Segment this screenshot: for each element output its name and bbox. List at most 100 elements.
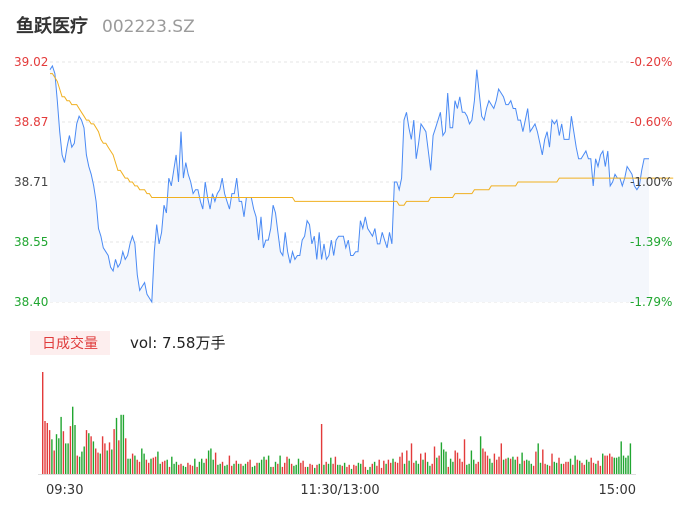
volume-bar bbox=[166, 459, 168, 474]
volume-bar bbox=[604, 455, 606, 474]
volume-bar bbox=[537, 443, 539, 474]
volume-bar bbox=[523, 460, 526, 474]
volume-bar bbox=[159, 463, 161, 474]
volume-bar bbox=[422, 459, 424, 474]
percent-tick-right: -0.60% bbox=[630, 115, 672, 129]
volume-bar bbox=[122, 414, 125, 474]
volume-bar bbox=[182, 465, 185, 474]
volume-bar bbox=[120, 414, 122, 474]
volume-bar bbox=[297, 458, 300, 474]
volume-bar bbox=[286, 456, 288, 474]
volume-bar bbox=[44, 421, 46, 474]
daily-volume-badge[interactable]: 日成交量 bbox=[30, 331, 110, 355]
volume-bar bbox=[546, 464, 549, 474]
volume-bar bbox=[164, 460, 166, 474]
volume-bar bbox=[385, 463, 387, 474]
volume-bar bbox=[309, 463, 311, 474]
percent-tick-right: -1.39% bbox=[630, 235, 672, 249]
volume-bar bbox=[436, 457, 438, 474]
volume-bar bbox=[433, 446, 436, 474]
volume-bar bbox=[95, 448, 97, 474]
stock-code: 002223.SZ bbox=[102, 17, 195, 37]
volume-bar bbox=[443, 449, 445, 474]
volume-bar bbox=[212, 459, 214, 474]
volume-bar bbox=[175, 461, 178, 474]
price-tick-left: 38.71 bbox=[14, 175, 48, 189]
volume-bar bbox=[42, 372, 44, 474]
volume-bar bbox=[173, 463, 175, 474]
volume-bar bbox=[394, 461, 397, 474]
volume-bar bbox=[131, 453, 134, 474]
volume-bar bbox=[92, 441, 95, 474]
volume-bar bbox=[304, 466, 307, 474]
volume-bar bbox=[408, 460, 410, 474]
volume-bar bbox=[530, 463, 533, 474]
volume-bar bbox=[256, 462, 258, 474]
volume-bar bbox=[449, 458, 452, 474]
volume-bar bbox=[445, 451, 447, 474]
volume-bar bbox=[51, 439, 53, 474]
volume-bar bbox=[468, 463, 470, 474]
volume-bar bbox=[58, 438, 60, 474]
volume-bar bbox=[237, 463, 240, 474]
volume-bar bbox=[613, 457, 616, 474]
volume-bar bbox=[334, 456, 337, 474]
volume-bar bbox=[231, 465, 233, 474]
volume-bar bbox=[581, 462, 583, 474]
volume-bar bbox=[88, 433, 90, 474]
volume-bar bbox=[129, 458, 132, 474]
volume-bar bbox=[249, 459, 251, 474]
volume-bar bbox=[314, 467, 316, 474]
volume-bar bbox=[307, 466, 309, 474]
volume-bar bbox=[210, 448, 212, 474]
volume-bar bbox=[350, 468, 353, 474]
volume-bar bbox=[318, 463, 321, 474]
volume-bar bbox=[138, 461, 141, 474]
volume-bar bbox=[127, 458, 129, 474]
volume-bar bbox=[161, 461, 164, 474]
volume-bar bbox=[500, 443, 503, 474]
volume-bar bbox=[611, 456, 613, 474]
price-tick-left: 39.02 bbox=[14, 55, 48, 69]
volume-bar bbox=[330, 457, 332, 474]
volume-bar bbox=[526, 459, 528, 474]
volume-bar bbox=[224, 465, 226, 474]
volume-bar bbox=[339, 464, 341, 474]
volume-bar bbox=[362, 459, 364, 474]
volume-bar bbox=[260, 459, 263, 474]
volume-bar bbox=[357, 462, 360, 474]
volume-bar bbox=[145, 459, 148, 474]
volume-bar bbox=[85, 430, 88, 474]
volume-bar bbox=[512, 456, 514, 474]
volume-bar bbox=[115, 417, 118, 474]
volume-bar bbox=[263, 456, 265, 474]
volume-bar bbox=[189, 464, 191, 474]
volume-bar bbox=[574, 455, 576, 474]
volume-bar bbox=[355, 465, 357, 474]
volume-bar bbox=[72, 406, 74, 474]
volume-bar bbox=[150, 458, 152, 474]
volume-bar bbox=[154, 456, 157, 474]
volume-bar bbox=[274, 461, 277, 474]
volume-bar bbox=[459, 458, 461, 474]
volume-bar bbox=[572, 464, 574, 474]
volume-bar bbox=[461, 461, 463, 474]
volume-bar bbox=[597, 460, 599, 474]
volume-bar bbox=[502, 459, 505, 474]
volume-bar bbox=[55, 434, 58, 474]
volume-bar bbox=[203, 462, 205, 474]
volume-bar bbox=[410, 443, 413, 474]
volume-bar bbox=[74, 425, 76, 474]
volume-bar bbox=[569, 458, 572, 474]
volume-bar bbox=[454, 450, 456, 474]
volume-bar bbox=[507, 457, 509, 474]
volume-bar bbox=[341, 465, 344, 474]
volume-bar bbox=[178, 464, 180, 474]
volume-bar bbox=[622, 455, 625, 474]
volume-bar bbox=[542, 449, 544, 474]
volume-bar bbox=[279, 455, 281, 474]
price-tick-left: 38.40 bbox=[14, 295, 48, 309]
volume-bar bbox=[323, 464, 325, 474]
volume-bar bbox=[360, 463, 362, 474]
volume-bar bbox=[180, 463, 182, 474]
